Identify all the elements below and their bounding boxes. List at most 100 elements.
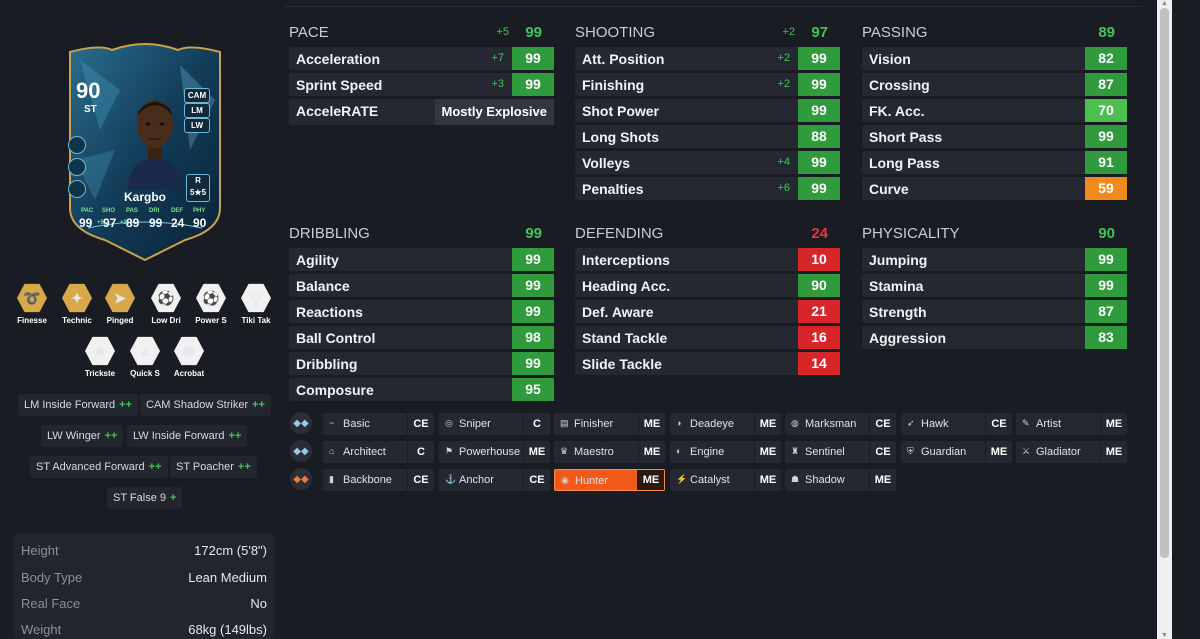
stat-value: 87 (1085, 300, 1127, 323)
stat-value: 99 (798, 177, 840, 200)
card-stat-label: DEF (171, 208, 183, 214)
chem-style-artist[interactable]: ✎ Artist ME (1016, 413, 1127, 435)
position-role[interactable]: ST Advanced Forward ++ (30, 456, 168, 478)
stat-label: Ball Control (296, 330, 376, 346)
chem-style-architect[interactable]: ⌂ Architect C (323, 441, 434, 463)
stat-label: Curve (869, 181, 909, 197)
chem-style-guardian[interactable]: ⛨ Guardian ME (901, 441, 1012, 463)
card-stat-bonus: +2 (120, 220, 127, 226)
position-role[interactable]: LW Inside Forward ++ (127, 425, 248, 447)
playstyle-label: Low Dri (151, 316, 181, 325)
role-familiarity: ++ (148, 461, 162, 473)
chem-style-finisher[interactable]: ▤ Finisher ME (554, 413, 665, 435)
stat-value: 99 (512, 274, 554, 297)
category-value: 89 (1098, 24, 1115, 41)
info-value: 68kg (149lbs) (188, 622, 267, 637)
playstyle-acrobatic[interactable]: ✺ Acrobat (169, 336, 209, 378)
scroll-down-icon[interactable]: ▼ (1161, 632, 1168, 639)
chem-style-code: ME (754, 469, 781, 491)
stat-label: Dribbling (296, 356, 358, 372)
playstyle-power-shot[interactable]: ⚽ Power S (191, 283, 231, 325)
quick-step-icon: ▲ (130, 336, 160, 366)
stat-value: 99 (512, 73, 554, 96)
card-stat-value: 89 (126, 216, 140, 230)
stat-value: 70 (1085, 99, 1127, 122)
stat-value: 82 (1085, 47, 1127, 70)
chem-style-icon: ☗ (791, 474, 800, 484)
role-familiarity: + (170, 492, 177, 504)
scrollbar[interactable]: ▲ ▼ (1157, 0, 1172, 639)
stat-label: Heading Acc. (582, 278, 671, 294)
scroll-up-icon[interactable]: ▲ (1161, 0, 1168, 7)
position-role[interactable]: LM Inside Forward ++ (18, 394, 138, 416)
playstyle-label: Quick S (130, 369, 160, 378)
position-role[interactable]: ST Poacher ++ (170, 456, 257, 478)
stat-value: 10 (798, 248, 840, 271)
card-rating: 90 (76, 78, 101, 103)
stat-label: Short Pass (869, 129, 943, 145)
chem-style-backbone[interactable]: ▮ Backbone CE (323, 469, 434, 491)
accelerate-value: Mostly Explosive (434, 99, 554, 125)
chem-style-code: ME (985, 441, 1012, 463)
stat-row: FK. Acc. 70 (862, 99, 1127, 122)
playstyle-tiki-taka[interactable]: ▽ Tiki Tak (236, 283, 276, 325)
chem-style-sentinel[interactable]: ♜ Sentinel CE (785, 441, 896, 463)
role-position: CAM (146, 399, 171, 411)
chem-style-name: Sentinel (805, 446, 845, 458)
playstyle-trickster[interactable]: ♣ Trickste (80, 336, 120, 378)
info-key: Body Type (21, 570, 83, 585)
playstyle-plus-pinged[interactable]: ➤ Pinged (100, 283, 140, 325)
chem-style-name: Sniper (459, 418, 491, 430)
pinged-pass-icon: ➤ (105, 283, 135, 313)
playstyle-quick-step[interactable]: ▲ Quick S (125, 336, 165, 378)
chem-style-hawk[interactable]: ➶ Hawk CE (901, 413, 1012, 435)
chem-style-icon: ◑ (676, 418, 682, 428)
playstyle-label: Technic (62, 316, 92, 325)
chem-style-basic[interactable]: ~ Basic CE (323, 413, 434, 435)
chem-style-gladiator[interactable]: ⚔ Gladiator ME (1016, 441, 1127, 463)
chem-style-powerhouse[interactable]: ⚑ Powerhouse ME (439, 441, 550, 463)
stat-bonus: +6 (777, 182, 790, 194)
chem-style-anchor[interactable]: ⚓ Anchor CE (439, 469, 550, 491)
category-bonus: +2 (782, 26, 795, 38)
chem-style-code: ME (869, 469, 896, 491)
category-value: 99 (525, 225, 542, 242)
playstyle-low-driven[interactable]: ⚽ Low Dri (146, 283, 186, 325)
chem-style-hunter[interactable]: ◉ Hunter ME (554, 469, 665, 491)
chem-style-marksman[interactable]: ◍ Marksman CE (785, 413, 896, 435)
stat-bonus: +7 (491, 52, 504, 64)
chem-style-icon: ⛨ (907, 446, 914, 456)
card-stat-label: SHO (102, 208, 116, 214)
chem-style-sniper[interactable]: ◎ Sniper C (439, 413, 550, 435)
stat-value: 87 (1085, 73, 1127, 96)
chem-style-maestro[interactable]: ♛ Maestro ME (554, 441, 665, 463)
stat-row: Finishing +2 99 (575, 73, 840, 96)
playstyle-plus-finesse[interactable]: ➰ Finesse (12, 283, 52, 325)
chem-style-name: Guardian (921, 446, 967, 458)
stat-row: Stand Tackle 16 (575, 326, 840, 349)
chem-style-shadow[interactable]: ☗ Shadow ME (785, 469, 896, 491)
stat-row: Def. Aware 21 (575, 300, 840, 323)
chem-style-catalyst[interactable]: ⚡ Catalyst ME (670, 469, 781, 491)
chem-style-deadeye[interactable]: ◑ Deadeye ME (670, 413, 781, 435)
scrollbar-thumb[interactable] (1160, 8, 1169, 558)
stat-row: Short Pass 99 (862, 125, 1127, 148)
position-role[interactable]: LW Winger ++ (41, 425, 124, 447)
playstyle-label: Acrobat (173, 369, 205, 378)
chem-style-engine[interactable]: ◐ Engine ME (670, 441, 781, 463)
info-key: Weight (21, 622, 62, 637)
playstyle-plus-technical[interactable]: ✦ Technic (57, 283, 97, 325)
stat-label: Agility (296, 252, 339, 268)
position-role[interactable]: CAM Shadow Striker ++ (140, 394, 271, 416)
player-card[interactable]: 90 ST CAM LM LW R 5★5 Kargbo PAC (60, 40, 230, 262)
role-familiarity: ++ (119, 399, 132, 411)
position-role[interactable]: ST False 9 + (107, 487, 183, 509)
chem-style-icon: ⚔ (1022, 446, 1031, 456)
tiki-taka-icon: ▽ (241, 283, 271, 313)
stat-value: 88 (798, 125, 840, 148)
stat-row: Acceleration +7 99 (289, 47, 554, 70)
preferred-foot: R (195, 176, 201, 185)
info-value: Lean Medium (188, 570, 267, 585)
technical-icon: ✦ (62, 283, 92, 313)
